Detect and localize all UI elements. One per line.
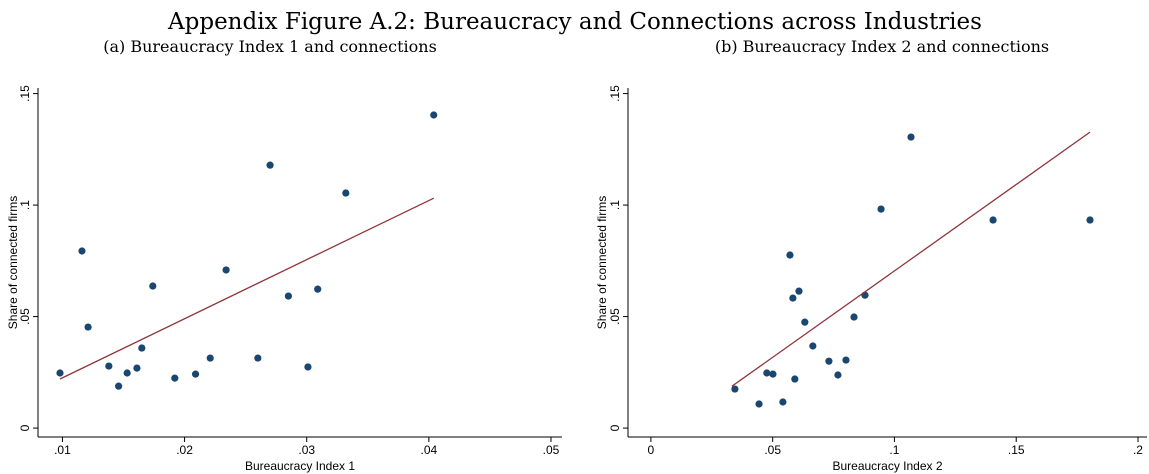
x-axis-label: Bureaucracy Index 1 xyxy=(245,459,355,473)
panel-title: (a) Bureaucracy Index 1 and connections xyxy=(103,37,437,56)
point xyxy=(206,354,214,362)
point xyxy=(84,323,92,331)
point xyxy=(779,398,787,406)
x-tick-label: .15 xyxy=(1008,443,1025,457)
y-tick-label: .1 xyxy=(18,200,32,210)
y-axis-label: Share of connected firms xyxy=(6,196,20,329)
point xyxy=(56,369,64,377)
x-tick-label: 0 xyxy=(648,443,655,457)
y-tick-label: .1 xyxy=(608,200,622,210)
x-tick-label: .02 xyxy=(176,443,193,457)
fit-line xyxy=(731,131,1091,387)
point xyxy=(304,363,312,371)
point xyxy=(834,371,842,379)
fit-line xyxy=(59,197,435,380)
point xyxy=(907,133,915,141)
point xyxy=(789,294,797,302)
point xyxy=(105,362,113,370)
x-axis-label: Bureaucracy Index 2 xyxy=(832,459,942,473)
point xyxy=(78,247,86,255)
point xyxy=(755,400,763,408)
y-axis-label: Share of connected firms xyxy=(595,196,609,329)
point xyxy=(171,374,179,382)
point xyxy=(809,342,817,350)
y-tick-label: .15 xyxy=(608,85,622,102)
x-tick-label: .05 xyxy=(764,443,781,457)
x-tick-label: .05 xyxy=(543,443,560,457)
x-tick-label: .1 xyxy=(889,443,899,457)
point xyxy=(842,356,850,364)
point xyxy=(795,287,803,295)
x-tick-label: .2 xyxy=(1133,443,1143,457)
y-tick-label: .05 xyxy=(608,308,622,325)
point xyxy=(791,375,799,383)
point xyxy=(115,382,123,390)
point xyxy=(191,370,200,378)
point xyxy=(314,285,322,293)
panel-title: (b) Bureaucracy Index 2 and connections xyxy=(715,37,1049,56)
y-tick-label: 0 xyxy=(18,424,32,431)
point xyxy=(1086,216,1094,224)
point xyxy=(149,282,157,290)
point xyxy=(430,111,438,119)
point xyxy=(342,189,350,197)
y-tick-label: .15 xyxy=(18,85,32,102)
point xyxy=(254,354,262,362)
y-tick-label: 0 xyxy=(608,424,622,431)
point xyxy=(850,313,858,321)
point xyxy=(801,318,809,326)
point xyxy=(123,369,131,377)
point xyxy=(133,364,141,372)
point xyxy=(861,291,869,299)
point xyxy=(763,369,771,377)
point xyxy=(769,370,777,378)
x-tick-label: .01 xyxy=(54,443,71,457)
x-tick-label: .04 xyxy=(421,443,438,457)
y-tick-label: .05 xyxy=(18,308,32,325)
point xyxy=(266,161,274,169)
figure-title: Appendix Figure A.2: Bureaucracy and Con… xyxy=(167,9,982,35)
point xyxy=(825,357,833,365)
point xyxy=(786,251,794,259)
point xyxy=(731,385,739,393)
point xyxy=(284,292,292,300)
point xyxy=(989,216,997,224)
point xyxy=(222,266,230,274)
point xyxy=(877,205,885,213)
point xyxy=(138,344,146,352)
x-tick-label: .03 xyxy=(298,443,315,457)
